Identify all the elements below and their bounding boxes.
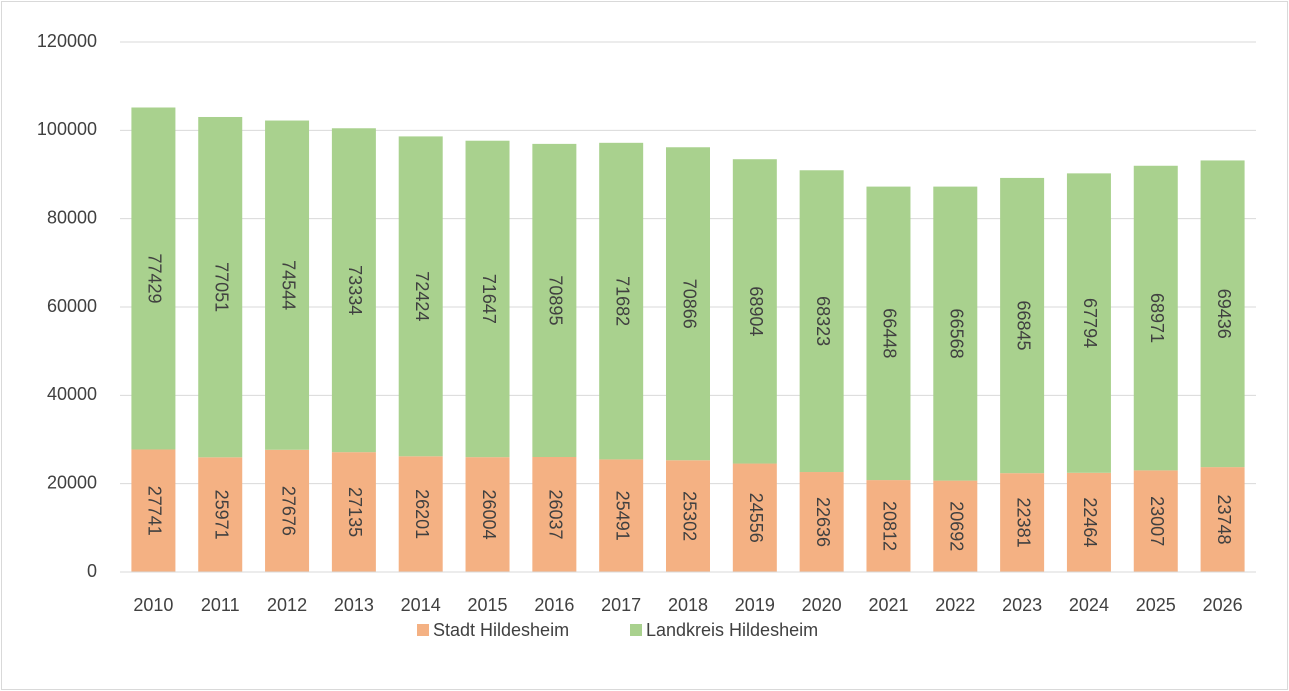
data-label: 22381 — [1013, 498, 1033, 548]
y-tick-label: 40000 — [47, 384, 97, 404]
data-label: 66448 — [880, 308, 900, 358]
data-label: 69436 — [1214, 289, 1234, 339]
bar-segment — [131, 449, 176, 572]
bar-segment — [532, 143, 577, 458]
x-tick-label: 2026 — [1203, 595, 1243, 615]
bar-segment — [732, 159, 777, 464]
x-tick-label: 2021 — [868, 595, 908, 615]
data-label: 72424 — [412, 271, 432, 321]
x-tick-label: 2022 — [935, 595, 975, 615]
x-tick-label: 2010 — [133, 595, 173, 615]
x-tick-label: 2023 — [1002, 595, 1042, 615]
bar-segment — [1133, 470, 1178, 572]
x-tick-label: 2020 — [802, 595, 842, 615]
bar-segment — [732, 463, 777, 572]
data-label: 68971 — [1147, 293, 1167, 343]
data-label: 73334 — [345, 265, 365, 315]
data-label: 68323 — [813, 296, 833, 346]
data-label: 25302 — [679, 491, 699, 541]
data-label: 27741 — [145, 486, 165, 536]
bar-segment — [1133, 165, 1178, 471]
data-label: 68904 — [746, 286, 766, 336]
bar-segment — [532, 457, 577, 572]
data-label: 66845 — [1013, 301, 1033, 351]
bar-segment — [866, 480, 911, 572]
bar-segment — [666, 460, 710, 572]
data-label: 26037 — [546, 489, 566, 539]
data-label: 25971 — [211, 490, 231, 540]
bar-segment — [1200, 160, 1245, 468]
data-label: 74544 — [278, 260, 298, 310]
data-label: 23007 — [1147, 496, 1167, 546]
bar-segment — [331, 128, 376, 453]
bar-segment — [599, 142, 644, 460]
legend-label: Stadt Hildesheim — [433, 620, 569, 640]
data-label: 20692 — [947, 501, 967, 551]
bar-segment — [1066, 472, 1111, 572]
data-label: 23748 — [1214, 495, 1234, 545]
legend-swatch — [417, 624, 429, 636]
y-tick-label: 20000 — [47, 472, 97, 492]
bar-segment — [198, 457, 243, 572]
data-label: 25491 — [612, 491, 632, 541]
data-label: 20812 — [880, 501, 900, 551]
data-label: 66568 — [947, 309, 967, 359]
legend-swatch — [630, 624, 642, 636]
x-tick-label: 2025 — [1136, 595, 1176, 615]
y-tick-label: 100000 — [37, 119, 97, 139]
bar-segment — [933, 480, 978, 572]
x-tick-label: 2015 — [468, 595, 508, 615]
x-tick-label: 2017 — [601, 595, 641, 615]
x-tick-label: 2016 — [534, 595, 574, 615]
bar-segment — [866, 186, 911, 481]
bar-segment — [1000, 473, 1045, 572]
data-label: 71647 — [479, 274, 499, 324]
bar-segment — [265, 449, 310, 572]
data-label: 26004 — [479, 490, 499, 540]
bar-segment — [1066, 173, 1111, 473]
x-tick-label: 2014 — [401, 595, 441, 615]
y-tick-label: 60000 — [47, 296, 97, 316]
x-tick-label: 2019 — [735, 595, 775, 615]
bar-segment — [131, 107, 176, 450]
data-label: 27676 — [278, 486, 298, 536]
bar-segment — [198, 116, 243, 458]
bar-segment — [1200, 467, 1245, 572]
data-label: 22464 — [1080, 497, 1100, 547]
bar-segment — [933, 186, 978, 481]
data-label: 77429 — [145, 253, 165, 303]
bar-segment — [398, 136, 443, 457]
bar-segment — [398, 456, 443, 572]
bar-segment — [331, 452, 376, 572]
bar-segment — [799, 170, 844, 473]
legend-label: Landkreis Hildesheim — [646, 620, 818, 640]
bar-segment — [666, 147, 710, 461]
data-label: 77051 — [211, 262, 231, 312]
y-tick-label: 80000 — [47, 207, 97, 227]
data-label: 26201 — [412, 489, 432, 539]
y-tick-label: 120000 — [37, 31, 97, 51]
bar-segment — [465, 457, 510, 572]
x-tick-label: 2011 — [201, 595, 240, 615]
data-label: 67794 — [1080, 298, 1100, 348]
data-label: 70866 — [679, 279, 699, 329]
data-label: 22636 — [813, 497, 833, 547]
bar-segment — [799, 472, 844, 572]
bar-segment — [599, 459, 644, 572]
data-label: 70895 — [546, 275, 566, 325]
x-tick-label: 2018 — [668, 595, 708, 615]
data-label: 24556 — [746, 493, 766, 543]
bar-segment — [265, 120, 310, 450]
bar-segment — [465, 140, 510, 458]
x-tick-label: 2013 — [334, 595, 374, 615]
x-tick-label: 2024 — [1069, 595, 1109, 615]
x-tick-label: 2012 — [267, 595, 307, 615]
data-label: 71682 — [612, 276, 632, 326]
y-tick-label: 0 — [87, 561, 97, 581]
bar-segment — [1000, 177, 1045, 474]
data-label: 27135 — [345, 487, 365, 537]
